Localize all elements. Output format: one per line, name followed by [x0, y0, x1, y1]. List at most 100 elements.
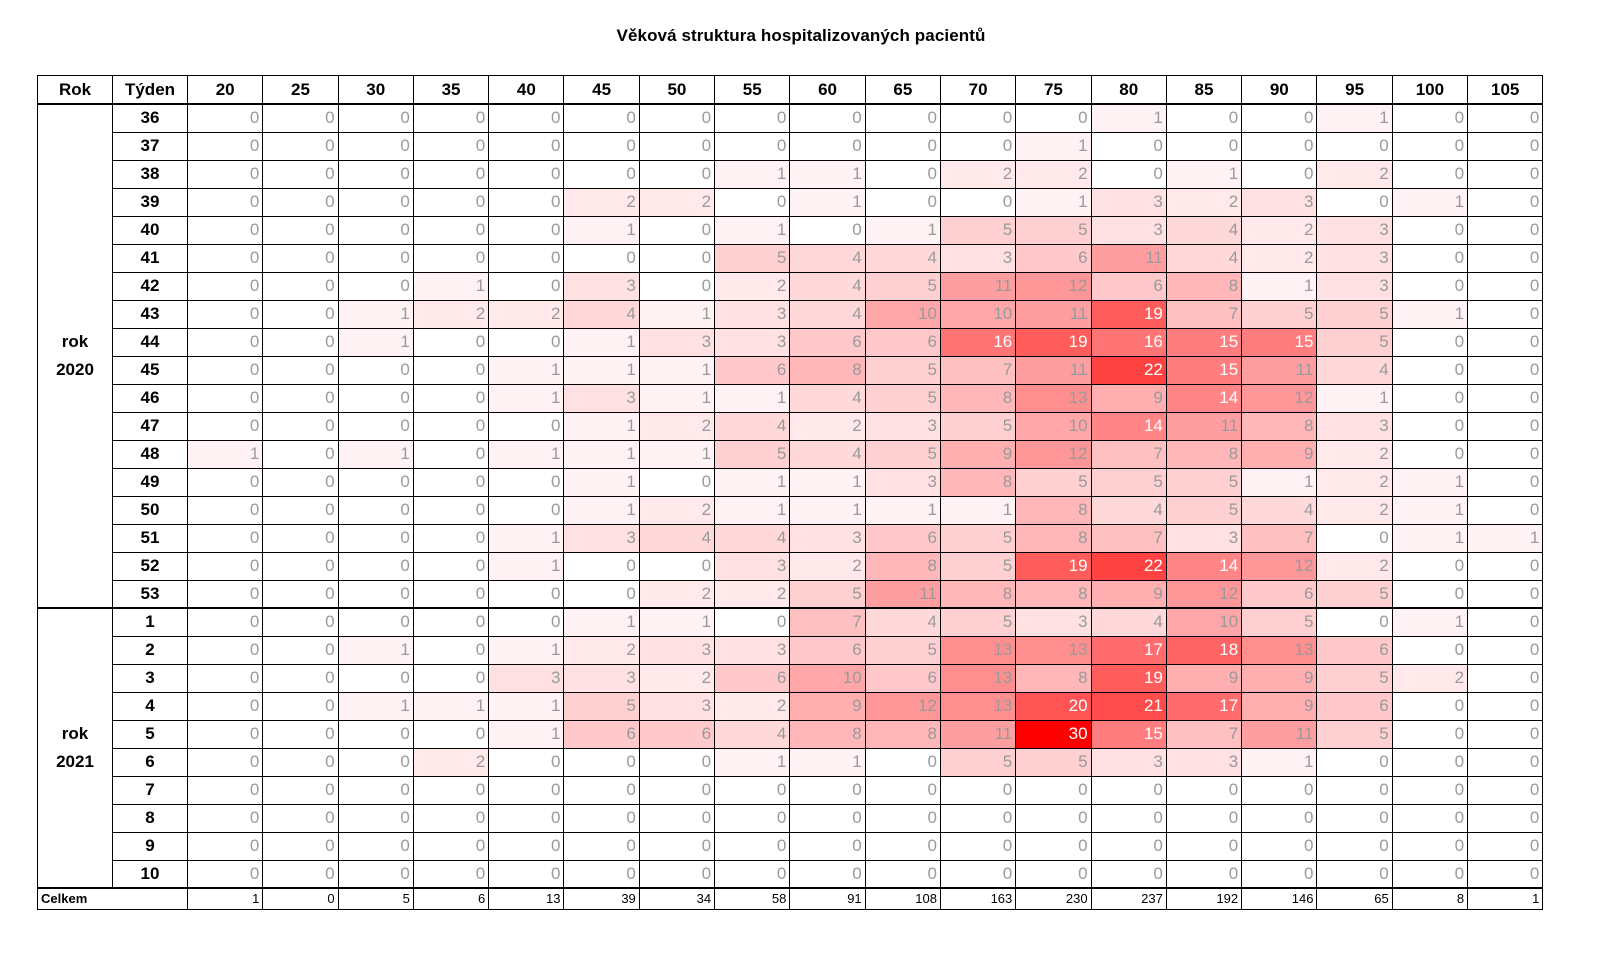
heatmap-cell: 0 — [864, 775, 941, 805]
week-label: 37 — [112, 131, 188, 161]
heatmap-cell: 13 — [939, 635, 1017, 665]
header-age-75: 75 — [1015, 75, 1092, 105]
heatmap-cell: 0 — [186, 551, 264, 581]
heatmap-cell: 0 — [1165, 103, 1243, 133]
heatmap-cell: 0 — [412, 327, 490, 357]
heatmap-cell: 1 — [337, 635, 414, 665]
heatmap-cell: 0 — [1467, 411, 1544, 441]
heatmap-cell: 0 — [262, 411, 339, 441]
heatmap-cell: 0 — [1467, 271, 1544, 301]
heatmap-cell: 7 — [1090, 523, 1167, 553]
heatmap-cell: 0 — [186, 747, 264, 777]
total-cell: 6 — [412, 887, 490, 910]
heatmap-cell: 0 — [638, 831, 716, 861]
heatmap-cell: 0 — [186, 775, 264, 805]
heatmap-cell: 10 — [789, 663, 866, 693]
heatmap-cell: 1 — [186, 439, 264, 469]
heatmap-cell: 0 — [337, 495, 414, 525]
table-row: rok 2021 1 0 0 0 0 0 1 1 0 7 4 5 3 4 10 5 0 1 0 — [37, 607, 1544, 889]
heatmap-cell: 8 — [864, 551, 941, 581]
heatmap-cell: 1 — [488, 523, 565, 553]
heatmap-cell: 0 — [1467, 551, 1544, 581]
heatmap-cell: 0 — [1391, 859, 1469, 889]
heatmap-cell: 0 — [337, 579, 414, 609]
week-label: 4 — [112, 691, 188, 721]
heatmap-cell: 0 — [337, 187, 414, 217]
header-age-30: 30 — [337, 75, 414, 105]
heatmap-cell: 1 — [488, 355, 565, 385]
heatmap-cell: 0 — [488, 159, 565, 189]
heatmap-cell: 0 — [262, 803, 339, 833]
header-age-95: 95 — [1316, 75, 1393, 105]
total-cell: 8 — [1391, 887, 1469, 910]
heatmap-cell: 0 — [563, 579, 640, 609]
heatmap-cell: 0 — [1391, 103, 1469, 133]
heatmap-cell: 4 — [789, 383, 866, 413]
heatmap-cell: 1 — [789, 187, 866, 217]
heatmap-cell: 0 — [1391, 691, 1469, 721]
heatmap-cell: 0 — [638, 859, 716, 889]
heatmap-cell: 14 — [1090, 411, 1167, 441]
total-cell: 13 — [488, 887, 565, 910]
heatmap-cell: 0 — [563, 131, 640, 161]
heatmap-cell: 0 — [864, 803, 941, 833]
heatmap-cell: 10 — [939, 299, 1017, 329]
heatmap-cell: 3 — [1316, 215, 1393, 245]
heatmap-cell: 0 — [714, 131, 791, 161]
heatmap-cell: 8 — [1165, 271, 1243, 301]
total-cell: 39 — [563, 887, 640, 910]
heatmap-cell: 0 — [262, 663, 339, 693]
heatmap-cell: 0 — [789, 831, 866, 861]
total-cell: 230 — [1015, 887, 1092, 910]
heatmap-cell: 0 — [488, 327, 565, 357]
heatmap-cell: 2 — [412, 299, 490, 329]
heatmap-cell: 2 — [714, 691, 791, 721]
heatmap-cell: 0 — [412, 187, 490, 217]
heatmap-cell: 0 — [262, 859, 339, 889]
total-cell: 1 — [186, 887, 264, 910]
heatmap-cell: 0 — [1165, 131, 1243, 161]
heatmap-cell: 0 — [1467, 579, 1544, 609]
totals-label: Celkem — [37, 887, 188, 910]
heatmap-cell: 0 — [412, 635, 490, 665]
heatmap-cell: 0 — [1467, 299, 1544, 329]
heatmap-cell: 0 — [337, 467, 414, 497]
heatmap-cell: 10 — [1015, 411, 1092, 441]
heatmap-cell: 0 — [939, 803, 1017, 833]
heatmap-cell: 0 — [262, 831, 339, 861]
heatmap-cell: 0 — [262, 215, 339, 245]
heatmap-cell: 0 — [1467, 131, 1544, 161]
heatmap-cell: 1 — [1391, 523, 1469, 553]
heatmap-cell: 0 — [563, 775, 640, 805]
heatmap-cell: 0 — [412, 383, 490, 413]
table-row: 37 0 0 0 0 0 0 0 0 0 0 0 1 0 0 0 0 0 0 — [38, 131, 1544, 161]
heatmap-cell: 0 — [262, 159, 339, 189]
heatmap-cell: 4 — [714, 719, 791, 749]
heatmap-cell: 0 — [262, 355, 339, 385]
total-cell: 163 — [939, 887, 1017, 910]
heatmap-cell: 5 — [1241, 299, 1318, 329]
week-label: 52 — [112, 551, 188, 581]
heatmap-cell: 0 — [638, 803, 716, 833]
week-label: 50 — [112, 495, 188, 525]
heatmap-cell: 0 — [262, 271, 339, 301]
week-label: 44 — [112, 327, 188, 357]
heatmap-cell: 0 — [1241, 803, 1318, 833]
heatmap-cell: 0 — [1391, 635, 1469, 665]
table-row: 2 0 0 1 0 1 2 3 3 6 5 13 13 17 18 13 6 0 0 — [38, 635, 1544, 665]
heatmap-cell: 0 — [412, 355, 490, 385]
heatmap-cell: 3 — [1316, 271, 1393, 301]
heatmap-cell: 0 — [262, 131, 339, 161]
heatmap-cell: 0 — [412, 131, 490, 161]
table-row: 5 0 0 0 0 1 6 6 4 8 8 11 30 15 7 11 5 0 0 — [38, 719, 1544, 749]
heatmap-cell: 8 — [789, 355, 866, 385]
table-row: 46 0 0 0 0 1 3 1 1 4 5 8 13 9 14 12 1 0 0 — [38, 383, 1544, 413]
heatmap-cell: 0 — [186, 187, 264, 217]
heatmap-cell: 6 — [1241, 579, 1318, 609]
header-week: Týden — [112, 75, 188, 105]
heatmap-cell: 5 — [939, 551, 1017, 581]
heatmap-cell: 13 — [1015, 635, 1092, 665]
heatmap-cell: 0 — [1467, 663, 1544, 693]
week-label: 47 — [112, 411, 188, 441]
heatmap-cell: 0 — [186, 467, 264, 497]
